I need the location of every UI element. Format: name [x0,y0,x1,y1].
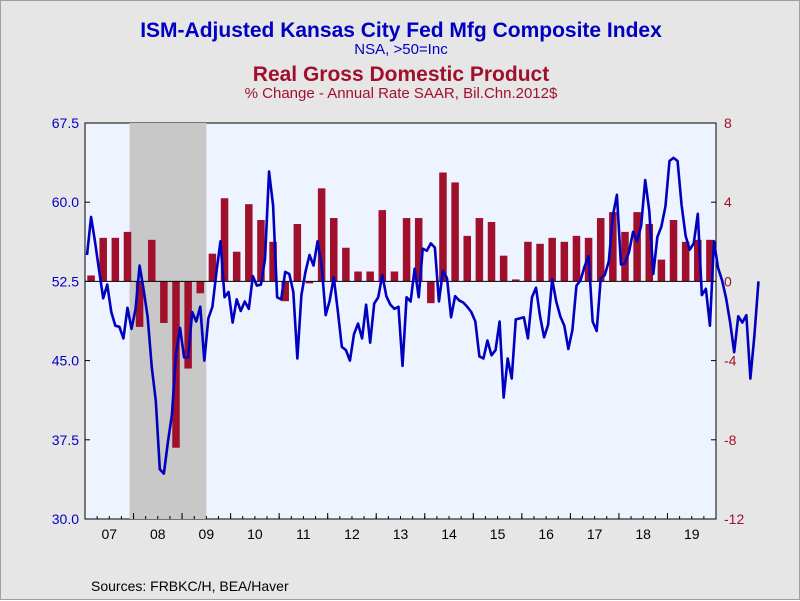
left-tick-label: 30.0 [52,511,79,527]
gdp-bar [463,235,471,282]
x-tick-label: 09 [199,526,215,542]
gdp-bar [548,237,556,282]
gdp-bar [99,237,107,282]
left-tick-label: 60.0 [52,194,79,210]
gdp-bar [681,241,690,282]
gdp-bar [572,235,581,282]
x-tick-label: 15 [490,526,506,542]
gdp-bar [487,222,496,282]
gdp-bar [111,237,120,282]
gdp-bar [596,218,605,282]
gdp-bar [220,198,229,282]
x-tick-label: 14 [441,526,457,542]
gdp-bar [160,281,168,323]
gdp-bar [342,247,350,282]
gdp-bar [366,271,374,282]
gdp-bar [402,218,411,282]
gdp-bar [536,243,544,282]
gdp-bar [499,255,508,282]
right-tick-label: 4 [724,194,732,210]
gdp-bar [609,212,617,282]
right-tick-label: -8 [724,432,737,448]
gdp-bar [232,251,241,282]
x-tick-label: 16 [538,526,554,542]
x-tick-label: 11 [296,526,311,542]
gdp-bar [147,239,156,282]
right-tick-label: -12 [724,511,744,527]
x-tick-label: 18 [635,526,651,542]
gdp-bar [305,281,314,284]
secondary-subtitle: % Change - Annual Rate SAAR, Bil.Chn.201… [244,85,558,102]
x-tick-label: 12 [344,526,360,542]
gdp-bar [245,204,253,282]
gdp-bar [560,241,569,282]
gdp-bar [196,281,205,294]
gdp-bar [87,275,95,282]
gdp-bar [694,239,702,282]
right-tick-label: -4 [724,353,737,369]
chart-title: ISM-Adjusted Kansas City Fed Mfg Composi… [140,19,662,42]
x-tick-label: 08 [150,526,166,542]
right-tick-label: 0 [724,273,732,289]
gdp-bar [439,172,447,282]
gdp-bar [208,253,217,282]
gdp-bar [414,218,423,282]
x-tick-label: 13 [393,526,409,542]
gdp-bar [645,223,654,282]
gdp-bar [184,281,192,369]
gdp-bar [330,218,338,282]
gdp-bar [427,281,435,304]
left-tick-label: 45.0 [52,353,79,369]
gdp-bar [123,231,132,282]
source-note: Sources: FRBKC/H, BEA/Haver [91,578,289,594]
gdp-bar [269,241,277,282]
secondary-title: Real Gross Domestic Product [252,63,550,86]
left-tick-label: 37.5 [52,432,79,448]
gdp-bar [135,281,144,327]
gdp-bar [669,220,678,282]
gdp-bar [293,223,302,282]
gdp-bar [657,259,666,282]
x-tick-label: 10 [247,526,263,542]
gdp-bar [524,241,532,282]
left-tick-label: 67.5 [52,115,79,131]
gdp-bar [451,182,459,282]
right-tick-label: 8 [724,115,732,131]
gdp-bar [281,281,289,302]
x-tick-label: 19 [684,526,700,542]
gdp-bar [706,239,714,282]
x-tick-label: 17 [587,526,603,542]
gdp-bar [475,218,484,282]
x-tick-label: 07 [101,526,117,542]
gdp-bar [390,271,399,282]
chart-subtitle: NSA, >50=Inc [354,41,448,58]
gdp-bar [621,231,629,282]
gdp-bar [378,210,387,282]
gdp-bar [633,212,641,282]
gdp-bar [512,279,520,282]
gdp-bar [257,220,265,282]
gdp-bar [354,271,362,282]
left-tick-label: 52.5 [52,273,79,289]
index-line [85,156,760,475]
gdp-bar [317,188,326,282]
